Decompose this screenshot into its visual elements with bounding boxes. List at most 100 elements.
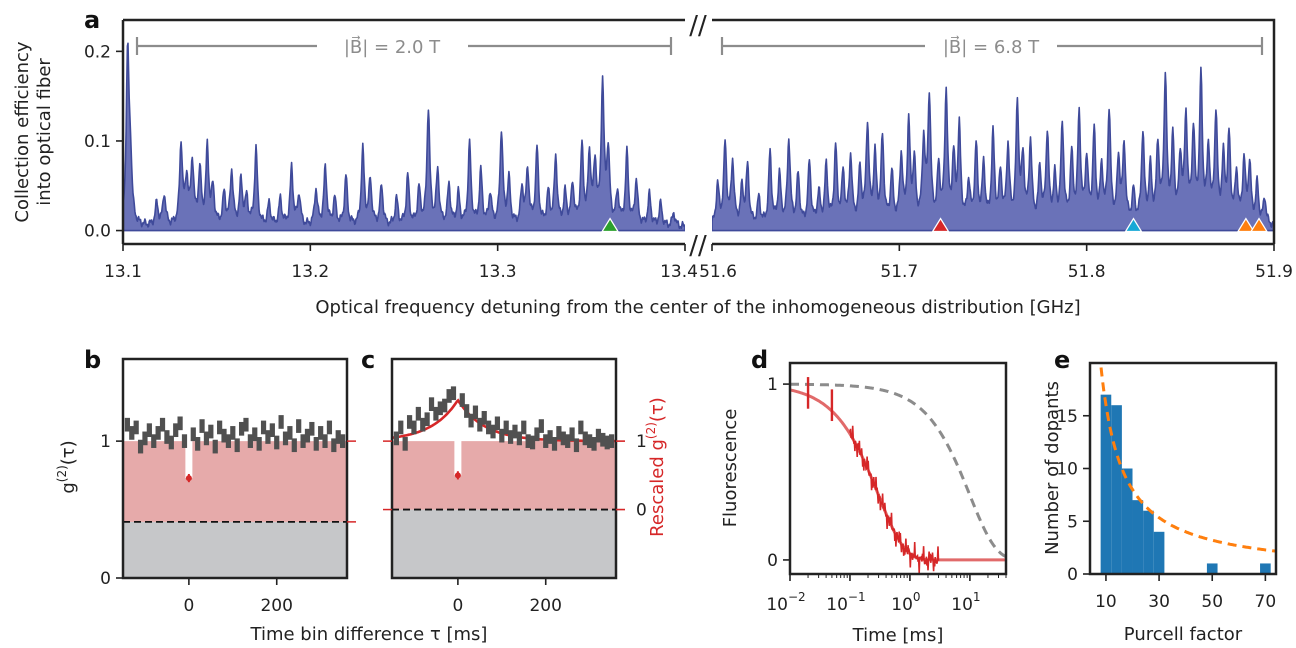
- x-tick-label: 200: [529, 596, 561, 616]
- y-tick-label: 0.0: [84, 222, 111, 242]
- g2-bin: [221, 428, 227, 443]
- g2-bin: [600, 432, 606, 447]
- panel-a-spectrum: 13.1 13.2 13.3 13.4 51.6 51.7 51.8 51.9 0.0 0.1 0.…: [12, 11, 1293, 318]
- g2-bin: [556, 426, 562, 440]
- g2-bin: [565, 434, 571, 448]
- x-tick-label: 13.3: [479, 262, 517, 282]
- g2-bin: [238, 421, 245, 436]
- g2-bin: [208, 424, 214, 439]
- x-tick-label: 0: [183, 596, 194, 616]
- histogram-bar: [1100, 394, 1112, 574]
- dopant-marker: [931, 217, 950, 233]
- panel-a-xlabel: Optical frequency detuning from the cent…: [315, 297, 1080, 318]
- fluorescence-data-trace: [849, 425, 940, 574]
- x-tick-label: 10: [1095, 592, 1117, 612]
- histogram-bar: [1121, 468, 1133, 574]
- g2-bin: [486, 420, 492, 435]
- g2-bin: [269, 423, 275, 438]
- g2-bin: [243, 417, 249, 432]
- y-tick-label: 0: [767, 551, 778, 571]
- g2-bin: [406, 415, 413, 429]
- x-tick-label: 10−2: [766, 590, 805, 615]
- g2-bin: [604, 435, 610, 450]
- y-tick-label: 5: [1067, 512, 1078, 532]
- panel-a-frame-left: [121, 18, 685, 246]
- y-tick-label: 15: [1056, 407, 1078, 427]
- g2-bin: [129, 426, 135, 440]
- panel-b-frame: [121, 357, 349, 580]
- x-tick-label: 0: [452, 596, 463, 616]
- g2-bin: [582, 431, 588, 446]
- g2-bin: [420, 417, 426, 432]
- x-tick-label: 51.7: [880, 262, 918, 282]
- g2-bin: [217, 420, 223, 435]
- histogram-bar: [1206, 563, 1218, 574]
- g2-bin: [199, 419, 205, 433]
- x-tick-label: 101: [951, 590, 980, 615]
- panel-e-purcell-histogram: 10 30 50 70 0 5 10 15 Number of dopants Purcell…: [1042, 361, 1278, 645]
- g2-bin: [468, 413, 474, 428]
- g2-bin: [494, 416, 501, 431]
- signal-region: [392, 441, 616, 510]
- g2-bin: [137, 439, 144, 454]
- g2-bin: [230, 426, 236, 440]
- g2-bin: [326, 420, 333, 435]
- x-tick-exponent: −2: [788, 590, 806, 604]
- y-tick-label: 0.1: [84, 132, 111, 152]
- g2-bin: [274, 435, 280, 450]
- panel-b-ylabel: g(2)(τ): [55, 440, 79, 493]
- x-tick-exponent: 1: [973, 590, 981, 604]
- g2-bin: [173, 423, 179, 438]
- g2-bin: [481, 411, 487, 425]
- g2-bin: [490, 424, 496, 439]
- g2-bin: [177, 416, 183, 431]
- panel-b-g2: 0 200 0 1 g(2)(τ): [55, 357, 356, 616]
- axis-break-top: //: [689, 11, 707, 41]
- panel-c-g2-rescaled: 0 200 0 1 Rescaled g(2)(τ): [383, 357, 668, 616]
- g2-bin: [318, 426, 324, 440]
- panel-a-ylabel-line2: into optical fiber: [34, 58, 55, 206]
- panel-label-a: a: [84, 6, 100, 34]
- g2-bin: [578, 420, 584, 435]
- dopant-marker: [1236, 217, 1256, 233]
- x-tick-label: 13.4: [660, 262, 698, 282]
- panel-a-frame-right: [712, 18, 1276, 246]
- panel-d-frame: [788, 361, 1008, 576]
- g2-bin: [428, 397, 435, 412]
- g2-bin: [591, 437, 597, 451]
- g2-bin: [525, 434, 531, 448]
- g2-bin: [212, 439, 218, 454]
- x-tick-label: 51.6: [699, 262, 737, 282]
- g2-bin: [569, 427, 575, 442]
- g2-bin: [291, 438, 297, 453]
- x-tick-label: 200: [260, 596, 292, 616]
- axis-break-bottom: //: [689, 231, 707, 261]
- zero-delay-gap: [185, 379, 193, 479]
- background-region: [392, 509, 616, 578]
- x-tick-label: 10−1: [826, 590, 865, 615]
- g2-bin: [573, 438, 580, 453]
- spectrum-trace-2: [712, 66, 1274, 232]
- g2-bin: [411, 420, 417, 435]
- g2-bin: [190, 427, 196, 442]
- x-tick-label: 30: [1148, 592, 1170, 612]
- g2-bin: [534, 427, 540, 442]
- g2-bin: [587, 434, 593, 448]
- bracket-label-6_8T: |B⃗| = 6.8 T: [943, 36, 1040, 58]
- g2-bin: [278, 415, 284, 429]
- panel-label-e: e: [1054, 346, 1070, 374]
- panel-a-ylabel-line1: Collection efficiency: [12, 41, 33, 223]
- g2-bin: [503, 420, 509, 435]
- dopant-marker: [600, 217, 620, 233]
- g2-bin: [512, 424, 518, 439]
- g2-bin: [507, 430, 514, 444]
- g2-bin: [538, 419, 544, 433]
- g2-bin: [247, 434, 253, 448]
- panel-e-xlabel: Purcell factor: [1124, 624, 1243, 645]
- g2-bin: [195, 437, 201, 451]
- g2-bin: [313, 437, 319, 451]
- g2-bin: [560, 431, 566, 446]
- histogram-bar: [1111, 405, 1122, 574]
- g2-bin: [547, 430, 553, 444]
- g2-bin: [437, 401, 443, 416]
